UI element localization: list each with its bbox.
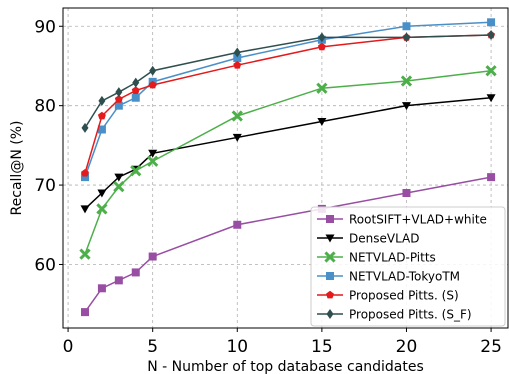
- series-layer: [79, 18, 497, 317]
- data-point: [80, 205, 90, 214]
- legend-item: NETVLAD-TokyoTM: [317, 270, 460, 284]
- series-2: [79, 65, 497, 260]
- data-point: [487, 29, 495, 40]
- legend-item: DenseVLAD: [317, 232, 419, 246]
- data-point: [317, 118, 327, 127]
- data-point: [316, 82, 328, 94]
- data-point: [487, 18, 496, 27]
- legend-label: DenseVLAD: [349, 232, 419, 246]
- data-point: [132, 77, 140, 88]
- data-point: [131, 268, 140, 277]
- legend-label: Proposed Pitts. (S_F): [349, 308, 472, 322]
- data-point: [401, 102, 411, 111]
- legend-item: RootSIFT+VLAD+white: [317, 213, 487, 227]
- x-tick-label: 15: [311, 337, 333, 357]
- series-line: [84, 96, 492, 210]
- y-tick-label: 80: [34, 97, 56, 117]
- data-point: [113, 181, 125, 193]
- data-point: [486, 94, 496, 103]
- data-point: [318, 32, 326, 43]
- data-point: [485, 65, 497, 77]
- data-point: [97, 189, 107, 198]
- y-tick-label: 90: [34, 17, 56, 37]
- data-point: [115, 87, 123, 98]
- x-tick-label: 10: [226, 337, 248, 357]
- data-point: [79, 248, 91, 260]
- data-point: [80, 173, 89, 182]
- x-tick-label: 0: [63, 337, 74, 357]
- data-point: [400, 75, 413, 87]
- y-tick-label: 70: [34, 176, 56, 196]
- x-tick-label: 20: [396, 337, 418, 357]
- plot-frame: [62, 7, 509, 329]
- data-point: [96, 203, 108, 215]
- data-point: [231, 110, 243, 122]
- x-tick-label: 25: [480, 337, 502, 357]
- x-axis-label: N - Number of top database candidates: [147, 359, 424, 374]
- data-point: [98, 95, 106, 106]
- series-line: [84, 34, 492, 129]
- legend: RootSIFT+VLAD+white DenseVLAD NETVLAD-Pitt…: [310, 206, 506, 327]
- data-point: [97, 125, 106, 134]
- data-point: [147, 155, 159, 167]
- data-point: [149, 65, 157, 76]
- data-point: [81, 122, 89, 133]
- data-point: [317, 42, 326, 51]
- legend-marker: [324, 251, 336, 263]
- data-point: [148, 252, 157, 261]
- data-point: [402, 32, 410, 43]
- data-point: [80, 308, 89, 317]
- legend-label: NETVLAD-TokyoTM: [349, 270, 460, 284]
- data-point: [233, 60, 242, 69]
- data-point: [81, 168, 89, 177]
- y-tick-label: 60: [34, 255, 56, 275]
- data-point: [148, 149, 158, 158]
- data-point: [233, 220, 242, 229]
- data-point: [487, 173, 496, 182]
- legend-item: NETVLAD-Pitts: [317, 251, 436, 265]
- data-point: [130, 165, 142, 177]
- data-point: [148, 80, 157, 89]
- legend-label: RootSIFT+VLAD+white: [349, 213, 487, 227]
- data-point: [233, 47, 241, 58]
- legend-label: Proposed Pitts. (S): [349, 289, 459, 303]
- legend-box: [310, 206, 506, 327]
- data-point: [114, 173, 124, 182]
- series-1: [80, 94, 496, 214]
- data-point: [114, 95, 123, 103]
- data-point: [114, 276, 123, 285]
- legend-item: Proposed Pitts. (S_F): [317, 308, 472, 322]
- data-point: [131, 86, 140, 94]
- legend-marker: [326, 272, 334, 280]
- legend-item: Proposed Pitts. (S): [317, 289, 459, 303]
- series-5: [81, 29, 495, 133]
- x-tick-label: 5: [147, 337, 158, 357]
- data-point: [402, 22, 411, 31]
- legend-marker: [325, 234, 335, 243]
- data-point: [131, 93, 140, 102]
- data-point: [114, 101, 123, 110]
- legend-marker: [326, 215, 334, 223]
- data-point: [97, 111, 106, 120]
- data-point: [233, 54, 242, 63]
- y-axis-label: Recall@N (%): [9, 121, 25, 216]
- ticks: 0 5 10 15 20 25 60 70 80 90: [34, 17, 502, 357]
- data-point: [232, 133, 242, 142]
- legend-marker: [326, 309, 334, 319]
- data-point: [97, 284, 106, 293]
- legend-label: NETVLAD-Pitts: [349, 251, 436, 265]
- legend-marker: [326, 290, 334, 299]
- data-point: [402, 189, 411, 198]
